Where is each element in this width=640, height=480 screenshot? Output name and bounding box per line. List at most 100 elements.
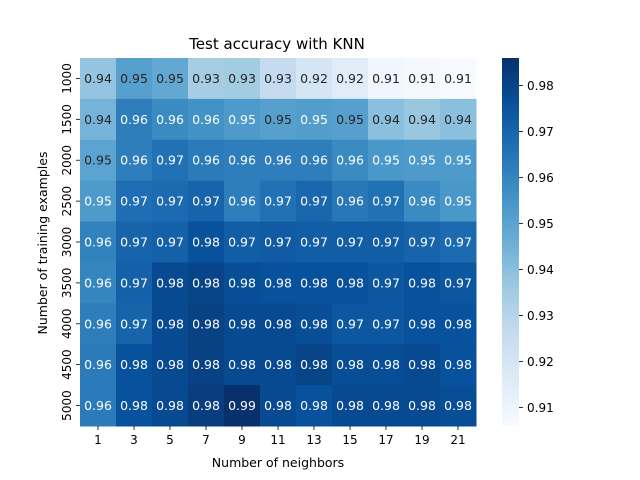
cell-value-label: 0.97 — [372, 275, 400, 290]
cell-value-label: 0.97 — [156, 235, 184, 250]
heatmap-cell — [224, 303, 261, 345]
cell-value-label: 0.96 — [84, 316, 112, 331]
heatmap-cell — [260, 180, 297, 223]
cell-value-label: 0.97 — [120, 194, 148, 209]
heatmap-cell — [116, 180, 153, 223]
cell-value-label: 0.95 — [84, 153, 112, 168]
heatmap-cell — [368, 385, 405, 427]
x-tick-label: 7 — [202, 433, 210, 447]
cell-value-label: 0.95 — [408, 153, 436, 168]
x-axis-ticks: 1 3 5 7 9 11 13 15 17 19 21 — [94, 426, 466, 447]
heatmap-cell — [152, 58, 189, 100]
cell-value-label: 0.98 — [300, 398, 328, 413]
cell-value-label: 0.95 — [444, 153, 472, 168]
cell-value-label: 0.96 — [192, 153, 220, 168]
heatmap-cell — [404, 344, 441, 386]
cell-value-label: 0.93 — [192, 71, 220, 86]
cell-value-label: 0.98 — [336, 275, 364, 290]
heatmap-cell — [404, 180, 441, 223]
heatmap-cell — [116, 303, 153, 345]
heatmap-cell — [116, 221, 153, 263]
heatmap-cell — [440, 139, 477, 182]
cell-value-label: 0.97 — [408, 235, 436, 250]
heatmap-cell — [152, 262, 189, 304]
heatmap-cell — [368, 344, 405, 386]
heatmap-cell — [332, 262, 369, 304]
heatmap-cell — [368, 303, 405, 345]
heatmap-cell — [116, 98, 153, 141]
chart-title: Test accuracy with KNN — [188, 35, 365, 53]
heatmap-cell — [296, 344, 333, 386]
heatmap-cell — [296, 262, 333, 304]
heatmap-cell — [404, 221, 441, 263]
cell-value-label: 0.92 — [300, 71, 328, 86]
heatmap-cell — [224, 262, 261, 304]
heatmap-cell — [116, 58, 153, 100]
cell-value-label: 0.98 — [228, 357, 256, 372]
cell-value-label: 0.91 — [444, 71, 472, 86]
cell-value-label: 0.96 — [156, 112, 184, 127]
heatmap-cell — [296, 303, 333, 345]
cell-value-label: 0.97 — [372, 235, 400, 250]
cell-value-label: 0.98 — [264, 398, 292, 413]
cell-value-label: 0.97 — [156, 194, 184, 209]
heatmap-cell — [332, 180, 369, 223]
cell-value-label: 0.96 — [336, 194, 364, 209]
y-axis-title: Number of training examples — [35, 152, 50, 335]
cell-value-label: 0.95 — [336, 112, 364, 127]
colorbar-tick-label: 0.96 — [527, 171, 554, 185]
colorbar-tick-label: 0.91 — [527, 401, 554, 415]
heatmap-cell — [260, 139, 297, 182]
cell-value-label: 0.97 — [336, 235, 364, 250]
heatmap-cell — [296, 180, 333, 223]
heatmap-cell — [80, 58, 117, 100]
cell-value-label: 0.95 — [372, 153, 400, 168]
heatmap-cell — [368, 139, 405, 182]
heatmap-cell — [332, 303, 369, 345]
cell-value-label: 0.98 — [336, 357, 364, 372]
colorbar — [502, 58, 519, 426]
cell-value-label: 0.98 — [408, 316, 436, 331]
x-tick-label: 21 — [450, 433, 465, 447]
cell-value-label: 0.91 — [408, 71, 436, 86]
cell-value-label: 0.98 — [192, 235, 220, 250]
cell-value-label: 0.96 — [120, 112, 148, 127]
cell-value-label: 0.98 — [192, 316, 220, 331]
cell-value-label: 0.97 — [336, 316, 364, 331]
cell-value-label: 0.98 — [120, 357, 148, 372]
heatmap-cell — [404, 139, 441, 182]
heatmap-cell — [152, 221, 189, 263]
cell-value-label: 0.97 — [372, 194, 400, 209]
heatmap-cell — [224, 58, 261, 100]
cell-value-label: 0.91 — [372, 71, 400, 86]
colorbar-tick-label: 0.97 — [527, 125, 554, 139]
cell-value-label: 0.98 — [156, 316, 184, 331]
heatmap-cell — [440, 180, 477, 223]
cell-value-label: 0.95 — [84, 194, 112, 209]
cell-value-label: 0.98 — [120, 398, 148, 413]
cell-value-label: 0.94 — [84, 112, 112, 127]
heatmap-cell — [368, 180, 405, 223]
y-tick-label: 2500 — [60, 186, 74, 217]
heatmap-cell — [440, 262, 477, 304]
cell-value-label: 0.98 — [228, 316, 256, 331]
cell-value-label: 0.98 — [264, 316, 292, 331]
cell-value-label: 0.95 — [120, 71, 148, 86]
cell-value-label: 0.93 — [228, 71, 256, 86]
heatmap-cell — [332, 139, 369, 182]
x-axis-title: Number of neighbors — [212, 455, 344, 470]
cell-value-label: 0.96 — [264, 153, 292, 168]
heatmap-cell — [224, 180, 261, 223]
heatmap-cell — [188, 262, 225, 304]
cell-value-label: 0.99 — [228, 398, 256, 413]
cell-value-label: 0.98 — [192, 357, 220, 372]
heatmap-cell — [152, 139, 189, 182]
cell-value-label: 0.96 — [192, 112, 220, 127]
cell-value-label: 0.98 — [444, 316, 472, 331]
cell-value-label: 0.97 — [120, 316, 148, 331]
heatmap-cell — [188, 139, 225, 182]
heatmap-cell — [188, 344, 225, 386]
heatmap-cell — [80, 385, 117, 427]
heatmap-cell — [296, 98, 333, 141]
